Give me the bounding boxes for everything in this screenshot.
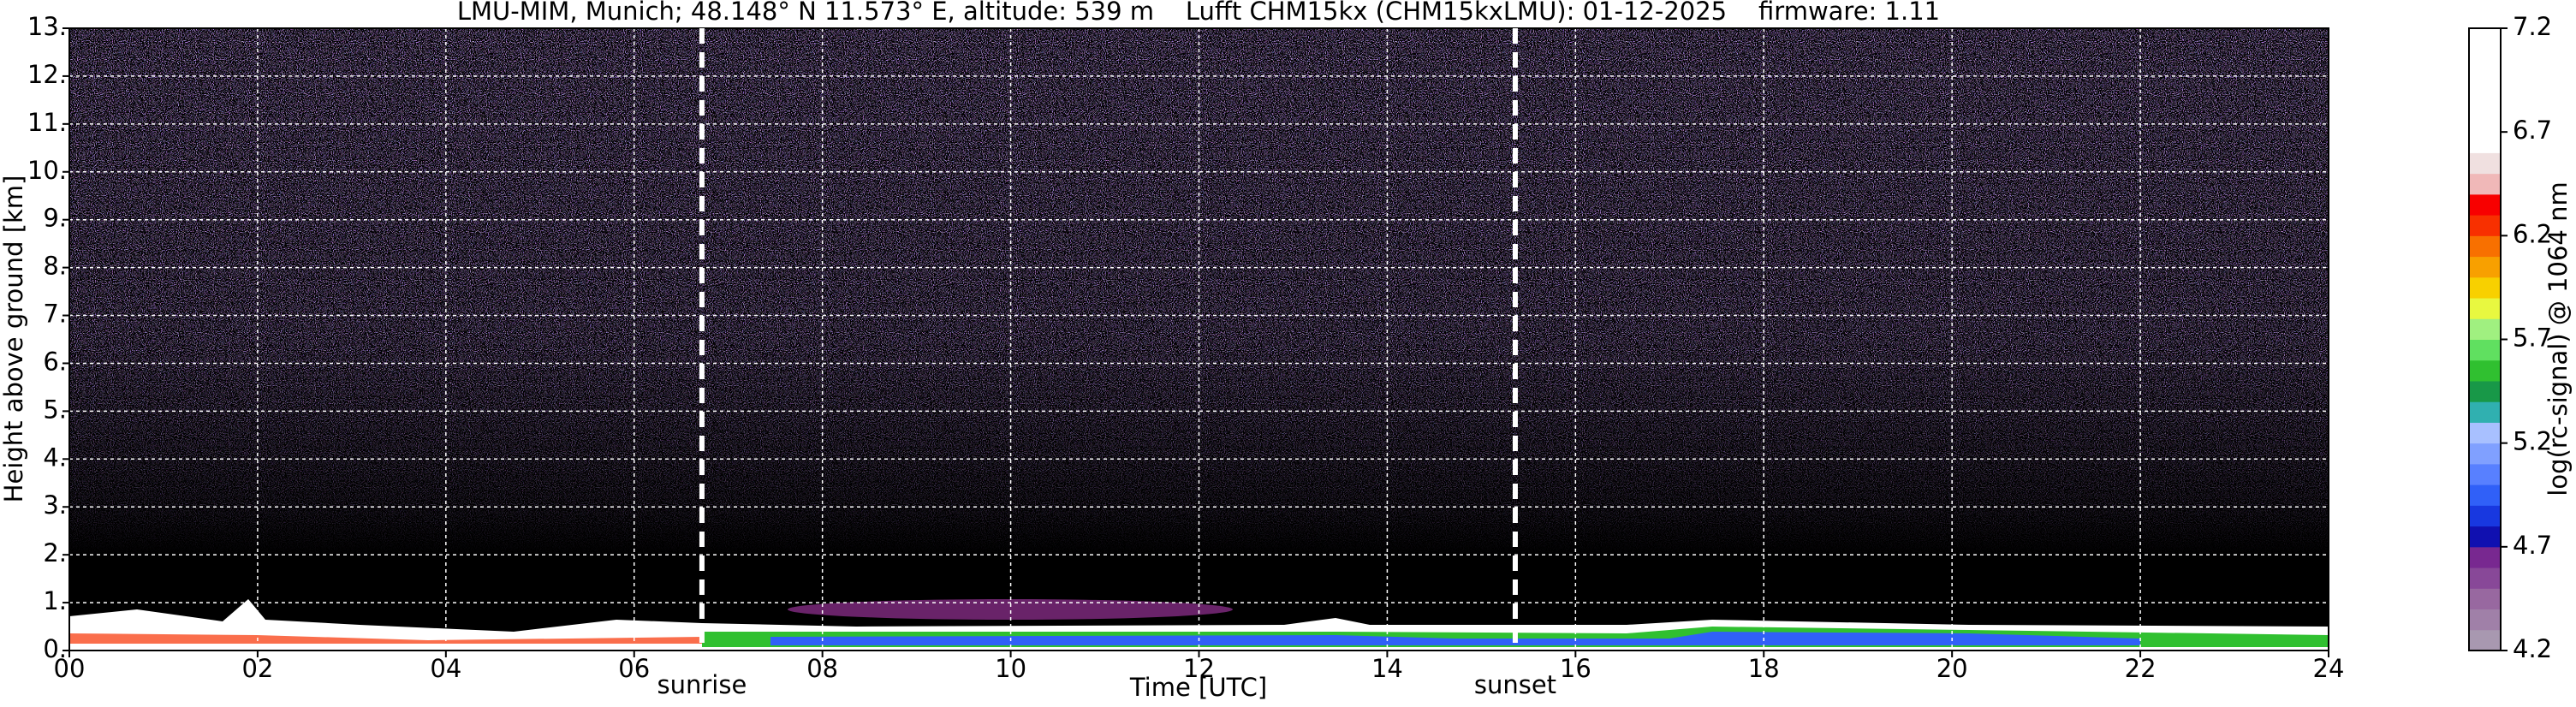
colorbar-segment [2469, 609, 2501, 631]
x-tick-label: 00 [54, 654, 86, 683]
x-tick-label: 18 [1748, 654, 1780, 683]
y-tick-label: 3. [43, 490, 67, 520]
colorbar-segment [2469, 443, 2501, 465]
x-tick-label: 08 [806, 654, 838, 683]
colorbar-segment [2469, 422, 2501, 444]
x-tick-label: 16 [1560, 654, 1591, 683]
y-tick-label: 7. [43, 300, 67, 329]
colorbar-segment [2469, 276, 2501, 299]
y-tick-label: 0. [43, 634, 67, 663]
colorbar-segment [2469, 28, 2501, 50]
y-tick-label: 13. [27, 12, 67, 41]
aerosol-layer [788, 599, 1233, 620]
colorbar-tick-label: 4.2 [2513, 634, 2552, 663]
y-tick-label: 12. [27, 60, 67, 89]
colorbar-tick-label: 7.2 [2513, 12, 2552, 41]
colorbar-segment [2469, 339, 2501, 361]
colorbar-tick-label: 4.7 [2513, 531, 2552, 560]
y-tick-label: 6. [43, 347, 67, 376]
chart-title: LMU-MIM, Munich; 48.148° N 11.573° E, al… [457, 0, 1940, 26]
y-tick-label: 10. [27, 156, 67, 185]
x-tick-label: 06 [618, 654, 650, 683]
colorbar-segment [2469, 69, 2501, 92]
colorbar-segment [2469, 359, 2501, 382]
colorbar-segment [2469, 90, 2501, 112]
colorbar-segment [2469, 152, 2501, 175]
boundary-layer-core [770, 632, 2140, 645]
colorbar-label: log(rc-signal) @ 1064 nm [2543, 181, 2573, 496]
x-tick-label: 02 [241, 654, 273, 683]
colorbar-segment [2469, 380, 2501, 402]
colorbar-tick-label: 5.2 [2513, 427, 2552, 456]
x-tick-label: 24 [2313, 654, 2345, 683]
y-axis-label: Height above ground [km] [0, 175, 28, 503]
x-axis-label: Time [UTC] [1129, 673, 1267, 702]
x-tick-label: 22 [2125, 654, 2157, 683]
x-tick-label: 10 [995, 654, 1026, 683]
colorbar-segment [2469, 526, 2501, 548]
colorbar-segment [2469, 173, 2501, 195]
y-tick-label: 1. [43, 586, 67, 615]
colorbar-segment [2469, 256, 2501, 278]
colorbar-segment [2469, 588, 2501, 610]
annotation-label: sunset [1474, 670, 1556, 699]
y-tick-label: 2. [43, 538, 67, 567]
colorbar-segment [2469, 401, 2501, 423]
colorbar-segment [2469, 567, 2501, 589]
colorbar-tick-label: 5.7 [2513, 324, 2552, 353]
colorbar-segment [2469, 132, 2501, 153]
x-tick-label: 20 [1936, 654, 1968, 683]
colorbar-segment [2469, 110, 2501, 133]
colorbar-segment [2469, 298, 2501, 319]
colorbar-segment [2469, 629, 2501, 651]
x-tick-label: 14 [1371, 654, 1403, 683]
y-tick-label: 9. [43, 204, 67, 233]
x-tick-label: 04 [430, 654, 461, 683]
annotation-label: sunrise [657, 670, 747, 699]
colorbar-tick-label: 6.7 [2513, 116, 2552, 145]
colorbar-tick-label: 6.2 [2513, 219, 2552, 248]
colorbar-segment [2469, 463, 2501, 485]
colorbar-segment [2469, 546, 2501, 568]
colorbar-segment [2469, 505, 2501, 527]
colorbar-segment [2469, 318, 2501, 340]
colorbar-segment [2469, 484, 2501, 506]
colorbar-segment [2469, 193, 2501, 216]
y-tick-label: 8. [43, 252, 67, 281]
colorbar-segment [2469, 235, 2501, 258]
colorbar-segment [2469, 49, 2501, 70]
y-tick-label: 4. [43, 443, 67, 472]
colorbar-segment [2469, 215, 2501, 236]
y-tick-label: 11. [27, 108, 67, 137]
y-tick-label: 5. [43, 395, 67, 424]
boundary-layer-core [69, 633, 702, 644]
x-tick-label: 12 [1183, 654, 1215, 683]
